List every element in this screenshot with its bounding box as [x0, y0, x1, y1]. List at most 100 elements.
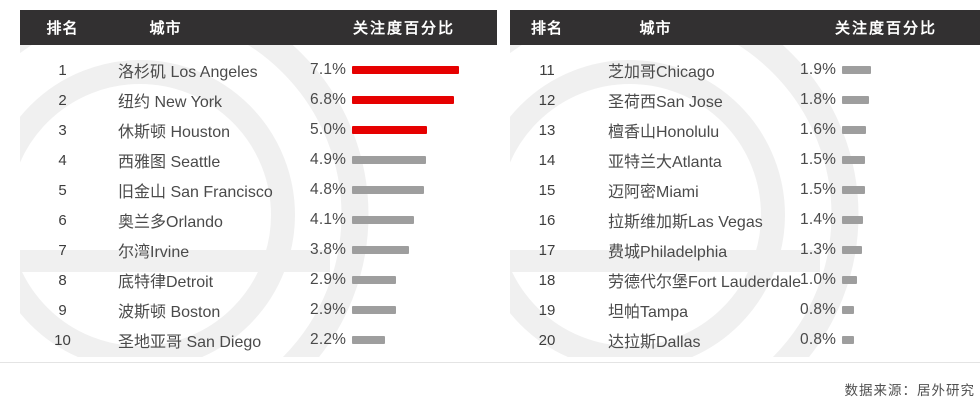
rank-cell: 9 [58, 301, 67, 319]
attention-pct-cell: 1.3% [800, 241, 837, 258]
attention-bar [352, 66, 459, 74]
attention-pct-cell: 2.9% [310, 301, 347, 318]
city-cell: 拉斯维加斯Las Vegas [608, 214, 763, 231]
attention-bar [352, 156, 426, 164]
city-cell: 劳德代尔堡Fort Lauderdale [608, 274, 801, 291]
city-cell: 尔湾Irvine [118, 244, 190, 261]
city-cell: 纽约 New York [118, 94, 223, 111]
table-row: 4 西雅图 Seattle 4.9% [20, 145, 497, 175]
rank-cell: 15 [538, 181, 556, 199]
attention-pct-cell: 7.1% [310, 61, 347, 78]
table-row: 15 迈阿密Miami 1.5% [510, 175, 980, 205]
city-cell: 奥兰多Orlando [118, 214, 223, 231]
attention-bar [842, 216, 863, 224]
col-header-city: 城市 [639, 20, 672, 37]
rank-cell: 17 [538, 241, 556, 259]
table-row: 5 旧金山 San Francisco 4.8% [20, 175, 497, 205]
data-source-note: 数据来源：居外研究 [844, 383, 975, 398]
city-cell: 波斯顿 Boston [118, 304, 221, 321]
rank-cell: 7 [58, 241, 67, 259]
attention-bar [842, 186, 865, 194]
attention-bar [352, 126, 427, 134]
table-row: 10 圣地亚哥 San Diego 2.2% [20, 325, 497, 355]
col-header-attention-pct: 关注度百分比 [352, 20, 455, 37]
rank-cell: 2 [58, 91, 67, 109]
rank-cell: 4 [58, 151, 67, 169]
attention-pct-cell: 4.9% [310, 151, 347, 168]
city-cell: 檀香山Honolulu [608, 124, 720, 141]
table-row: 16 拉斯维加斯Las Vegas 1.4% [510, 205, 980, 235]
city-cell: 达拉斯Dallas [608, 334, 701, 351]
table-body: 11 芝加哥Chicago 1.9% 12 圣荷西San Jose 1.8% 1… [510, 55, 980, 355]
rank-cell: 1 [58, 61, 67, 79]
rank-cell: 10 [54, 331, 71, 349]
attention-bar [352, 246, 409, 254]
table-row: 1 洛杉矶 Los Angeles 7.1% [20, 55, 497, 85]
table-row: 6 奥兰多Orlando 4.1% [20, 205, 497, 235]
attention-bar [352, 306, 396, 314]
attention-bar [842, 96, 869, 104]
city-cell: 坦帕Tampa [608, 304, 689, 321]
table-row: 11 芝加哥Chicago 1.9% [510, 55, 980, 85]
rank-cell: 12 [538, 91, 556, 109]
table-row: 20 达拉斯Dallas 0.8% [510, 325, 980, 355]
attention-pct-cell: 2.2% [310, 331, 347, 348]
rank-cell: 3 [58, 121, 67, 139]
city-cell: 圣地亚哥 San Diego [118, 334, 262, 351]
city-cell: 底特律Detroit [118, 274, 214, 291]
table-row: 13 檀香山Honolulu 1.6% [510, 115, 980, 145]
rank-cell: 20 [538, 331, 556, 349]
attention-pct-cell: 1.4% [800, 211, 837, 228]
rank-cell: 6 [58, 211, 67, 229]
city-cell: 迈阿密Miami [608, 184, 699, 201]
attention-pct-cell: 0.8% [800, 301, 837, 318]
city-cell: 西雅图 Seattle [118, 154, 221, 171]
attention-bar [842, 336, 854, 344]
col-header-city: 城市 [149, 20, 182, 37]
city-cell: 休斯顿 Houston [118, 124, 231, 141]
table-row: 7 尔湾Irvine 3.8% [20, 235, 497, 265]
rank-cell: 5 [58, 181, 67, 199]
attention-bar [352, 186, 424, 194]
attention-bar [842, 246, 862, 254]
rank-cell: 11 [539, 61, 555, 79]
city-cell: 洛杉矶 Los Angeles [118, 64, 258, 81]
rank-cell: 13 [538, 121, 556, 139]
table-row: 17 费城Philadelphia 1.3% [510, 235, 980, 265]
attention-bar [352, 216, 414, 224]
table-header: 排名 城市 关注度百分比 [20, 10, 497, 45]
table-row: 9 波斯顿 Boston 2.9% [20, 295, 497, 325]
table-row: 19 坦帕Tampa 0.8% [510, 295, 980, 325]
col-header-rank: 排名 [46, 20, 79, 37]
attention-bar [842, 156, 865, 164]
ranking-table-right: 排名 城市 关注度百分比 11 芝加哥Chicago 1.9% 12 圣荷西Sa… [510, 10, 980, 357]
table-header: 排名 城市 关注度百分比 [510, 10, 980, 45]
table-body: 1 洛杉矶 Los Angeles 7.1% 2 纽约 New York 6.8… [20, 55, 497, 355]
ranking-table-left: 排名 城市 关注度百分比 1 洛杉矶 Los Angeles 7.1% 2 纽约… [20, 10, 497, 357]
attention-pct-cell: 3.8% [310, 241, 347, 258]
attention-bar [842, 126, 866, 134]
city-cell: 圣荷西San Jose [608, 94, 723, 111]
rank-cell: 19 [538, 301, 556, 319]
attention-pct-cell: 4.1% [310, 211, 347, 228]
attention-pct-cell: 0.8% [800, 331, 837, 348]
table-row: 3 休斯顿 Houston 5.0% [20, 115, 497, 145]
attention-pct-cell: 1.5% [800, 151, 837, 168]
city-cell: 旧金山 San Francisco [118, 184, 273, 201]
attention-pct-cell: 1.8% [800, 91, 837, 108]
city-cell: 费城Philadelphia [608, 244, 728, 261]
table-row: 14 亚特兰大Atlanta 1.5% [510, 145, 980, 175]
rank-cell: 16 [538, 211, 556, 229]
attention-bar [842, 66, 871, 74]
attention-bar [352, 276, 396, 284]
attention-bar [842, 276, 857, 284]
attention-pct-cell: 1.5% [800, 181, 837, 198]
city-cell: 芝加哥Chicago [608, 64, 715, 81]
attention-pct-cell: 6.8% [310, 91, 347, 108]
attention-pct-cell: 1.6% [800, 121, 837, 138]
rank-cell: 14 [538, 151, 556, 169]
attention-bar [352, 96, 454, 104]
rank-cell: 18 [538, 271, 556, 289]
attention-bar [842, 306, 854, 314]
